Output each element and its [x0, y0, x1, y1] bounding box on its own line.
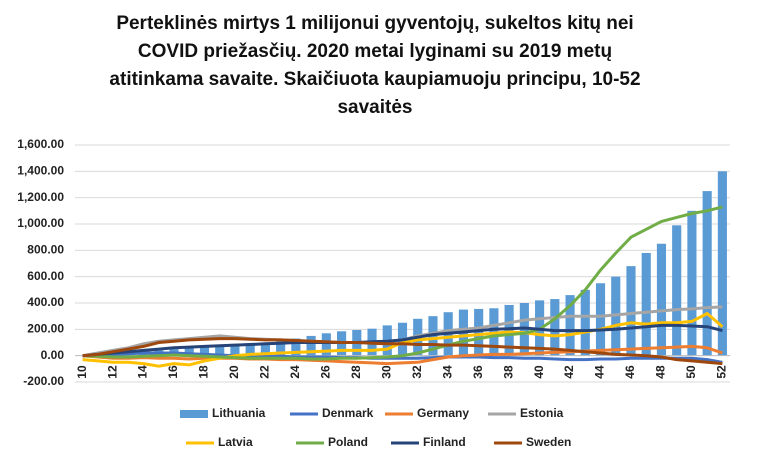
x-tick-label: 34 [440, 365, 454, 379]
x-tick-label: 24 [288, 365, 302, 379]
x-tick-label: 38 [501, 365, 515, 379]
line [82, 344, 723, 366]
x-tick-label: 30 [379, 365, 393, 379]
bar [595, 283, 606, 356]
bar [626, 266, 636, 356]
legend-label: Sweden [526, 435, 571, 449]
x-tick-label: 22 [258, 365, 272, 379]
bar [672, 225, 682, 356]
bar [199, 346, 210, 356]
bar [184, 347, 194, 356]
line [82, 351, 723, 364]
legend-item: Sweden [494, 435, 571, 449]
y-tick-label: 1,200.00 [17, 190, 64, 204]
y-tick-label: 1,600.00 [17, 137, 64, 151]
x-tick-label: 16 [166, 365, 180, 379]
bar [687, 210, 697, 356]
x-tick-label: 32 [410, 365, 424, 379]
bar [474, 308, 484, 356]
bar [504, 304, 514, 356]
x-tick-label: 48 [654, 365, 668, 379]
line [82, 337, 723, 366]
line [82, 205, 723, 361]
legend-label: Finland [423, 435, 466, 449]
x-tick-label: 26 [319, 365, 333, 379]
x-tick-label: 12 [105, 365, 119, 379]
chart-title: savaitės [337, 97, 412, 118]
bar [291, 338, 301, 356]
y-tick-label: 0.00 [41, 348, 65, 362]
x-tick-label: 46 [623, 365, 637, 379]
x-tick-label: 20 [227, 365, 241, 379]
x-tick-label: 14 [136, 365, 150, 379]
chart-title: COVID priežasčių. 2020 metai lyginami su… [138, 41, 612, 62]
x-tick-label: 10 [75, 365, 89, 379]
x-tick-label: 52 [715, 365, 729, 379]
x-tick-label: 18 [197, 365, 211, 379]
bar [321, 333, 331, 356]
bar [565, 295, 575, 356]
bar [276, 341, 286, 356]
x-tick-label: 36 [471, 365, 485, 379]
legend-item: Denmark [290, 406, 374, 420]
y-tick-label: 600.00 [27, 269, 64, 283]
legend-item: Germany [385, 406, 469, 420]
y-tick-label: -200.00 [23, 374, 64, 388]
bar [580, 289, 590, 356]
y-tick-label: 800.00 [27, 243, 64, 257]
line [82, 323, 723, 358]
x-tick-label: 44 [593, 365, 607, 379]
y-tick-label: 1,400.00 [17, 164, 64, 178]
bar [230, 343, 240, 356]
legend-label: Latvia [218, 435, 253, 449]
legend-swatch [180, 410, 208, 418]
y-tick-label: 1,000.00 [17, 216, 64, 230]
legend-label: Denmark [322, 406, 374, 420]
bar [215, 345, 225, 356]
bar [550, 299, 560, 356]
legend-label: Lithuania [212, 406, 266, 420]
y-tick-label: 400.00 [27, 295, 64, 309]
legend-label: Poland [328, 435, 368, 449]
chart-title: atitinkama savaite. Skaičiuota kaupiamuo… [109, 69, 640, 90]
bar [717, 171, 727, 356]
bar [656, 243, 667, 356]
bar [641, 252, 651, 356]
x-tick-label: 28 [349, 365, 363, 379]
legend-item: Latvia [186, 435, 253, 449]
legend-item: Lithuania [180, 406, 266, 420]
legend-label: Estonia [520, 406, 564, 420]
legend-item: Estonia [488, 406, 564, 420]
bar [245, 343, 255, 356]
x-tick-label: 42 [562, 365, 576, 379]
chart-title: Perteklinės mirtys 1 milijonui gyventojų… [116, 13, 633, 34]
y-tick-label: 200.00 [27, 322, 64, 336]
legend-item: Finland [391, 435, 466, 449]
bar [702, 191, 712, 356]
x-tick-label: 40 [532, 365, 546, 379]
bar [306, 335, 316, 356]
x-tick-label: 50 [684, 365, 698, 379]
legend-item: Poland [296, 435, 368, 449]
legend-label: Germany [417, 406, 469, 420]
bar [260, 342, 270, 356]
